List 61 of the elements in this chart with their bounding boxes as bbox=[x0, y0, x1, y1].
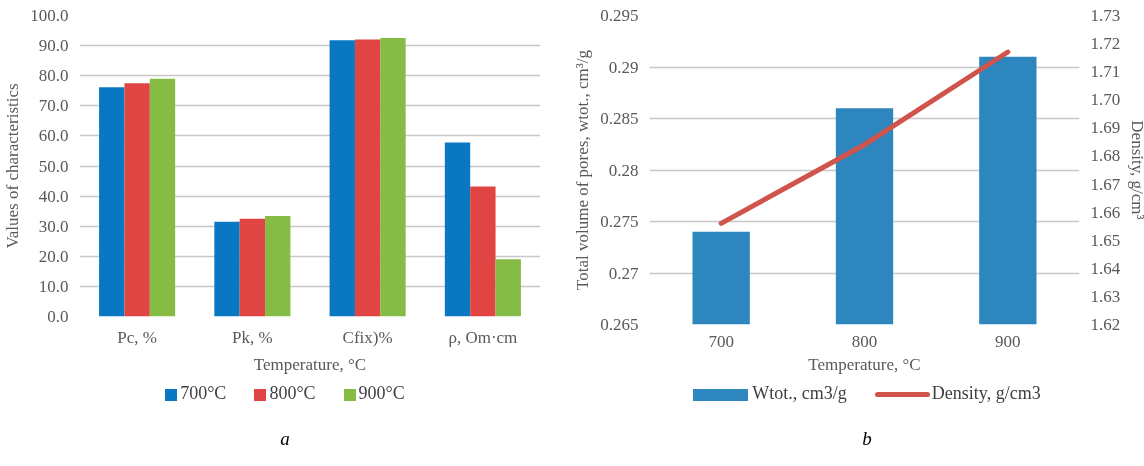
legend-label: 700°C bbox=[179, 383, 227, 403]
y-tick-label: 40.0 bbox=[38, 186, 69, 206]
bar bbox=[99, 87, 125, 317]
bar bbox=[239, 218, 266, 317]
x-tick-label: Pc, % bbox=[117, 327, 157, 347]
bar bbox=[265, 215, 291, 317]
y-tick-label: 0.0 bbox=[47, 307, 69, 326]
bar bbox=[329, 40, 355, 317]
bar bbox=[124, 83, 150, 317]
y-tick-label: 0.275 bbox=[600, 212, 639, 231]
y-tick-label: 90.0 bbox=[38, 36, 69, 56]
bar bbox=[495, 259, 521, 317]
y-tick-label: 0.265 bbox=[600, 315, 639, 334]
x-axis-title: Temperature, °C bbox=[808, 354, 921, 374]
bar bbox=[444, 142, 471, 317]
y-tick-label: 0.295 bbox=[600, 6, 639, 25]
y-axis-title: Values of characteristics bbox=[3, 83, 23, 249]
bar bbox=[380, 38, 406, 317]
y-tick-label: 60.0 bbox=[38, 126, 69, 146]
x-tick-label: 900 bbox=[995, 331, 1021, 351]
text: b bbox=[861, 427, 873, 451]
y-tick-label: 50.0 bbox=[38, 156, 69, 176]
legend-label: Wtot., cm3/g bbox=[751, 383, 847, 403]
x-tick-label: ρ, Om·cm bbox=[448, 327, 518, 347]
y-tick-label: 0.27 bbox=[608, 263, 639, 283]
y-tick-label: 0.285 bbox=[600, 109, 639, 128]
y2-tick-label: 1.66 bbox=[1090, 202, 1121, 222]
legend-label: Density, g/cm3 bbox=[930, 383, 1041, 403]
bar bbox=[214, 221, 240, 317]
y-tick-label: 20.0 bbox=[38, 246, 69, 266]
y2-tick-label: 1.64 bbox=[1090, 258, 1121, 278]
y2-tick-label: 1.67 bbox=[1090, 174, 1121, 194]
y2-tick-label: 1.71 bbox=[1090, 62, 1121, 82]
y-axis-title: Total volume of pores, wtot., cm³/g bbox=[573, 49, 593, 290]
text: a bbox=[279, 427, 291, 451]
y2-tick-label: 1.69 bbox=[1090, 118, 1121, 138]
bar bbox=[149, 78, 176, 317]
bar bbox=[354, 39, 381, 317]
legend-label: 800°C bbox=[268, 383, 316, 403]
y2-tick-label: 1.62 bbox=[1090, 315, 1121, 334]
y2-tick-label: 1.73 bbox=[1090, 6, 1121, 25]
bar bbox=[470, 186, 496, 317]
y-tick-label: 70.0 bbox=[38, 96, 69, 116]
x-tick-label: Pk, % bbox=[232, 327, 273, 347]
y2-tick-label: 1.70 bbox=[1090, 90, 1121, 110]
y-tick-label: 80.0 bbox=[38, 66, 69, 86]
y-tick-label: 30.0 bbox=[38, 216, 69, 236]
y2-tick-label: 1.65 bbox=[1090, 230, 1121, 250]
y-tick-label: 0.29 bbox=[608, 57, 639, 77]
y-tick-label: 0.28 bbox=[608, 160, 639, 180]
x-axis-title: Temperature, °C bbox=[253, 354, 367, 374]
x-tick-label: 800 bbox=[851, 331, 878, 351]
y2-tick-label: 1.72 bbox=[1090, 34, 1121, 54]
x-tick-label: Cfix)% bbox=[342, 327, 393, 347]
legend-label: 900°C bbox=[357, 383, 405, 403]
y2-tick-label: 1.63 bbox=[1090, 286, 1121, 306]
x-tick-label: 700 bbox=[708, 331, 734, 351]
y2-axis-title: Density, g/cm³ bbox=[1128, 120, 1144, 220]
y-tick-label: 10.0 bbox=[38, 276, 69, 296]
y-tick-label: 100.0 bbox=[30, 6, 69, 25]
y2-tick-label: 1.68 bbox=[1090, 146, 1121, 166]
